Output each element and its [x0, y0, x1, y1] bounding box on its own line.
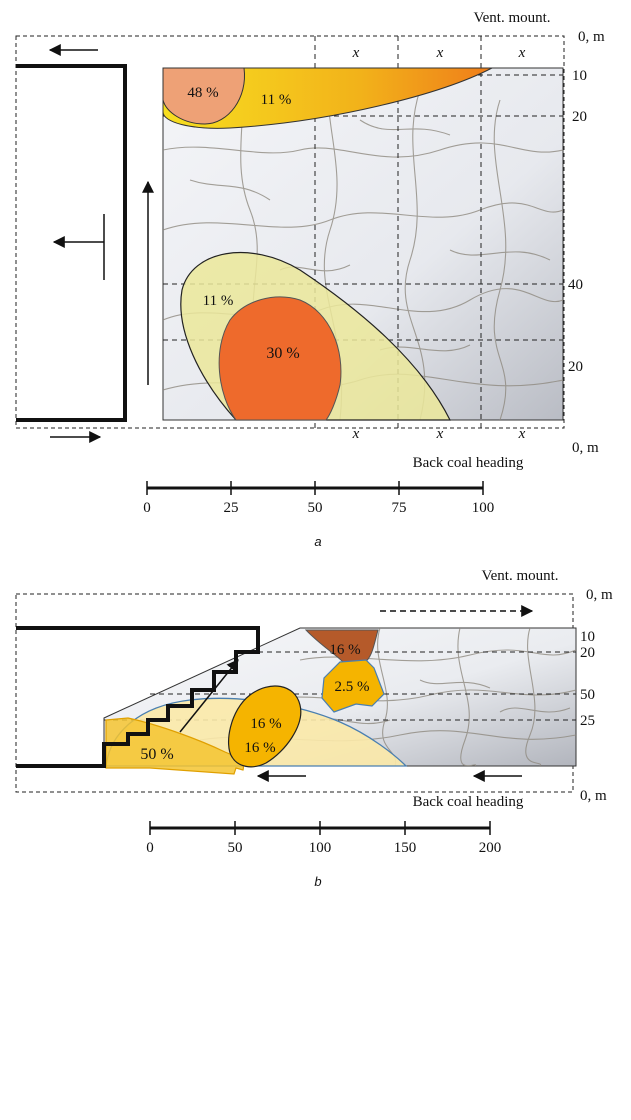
panel-b-grid: [104, 651, 576, 721]
panel-a-scale-75: 75: [392, 500, 407, 516]
panel-a-x-bot-3: x: [518, 426, 526, 442]
panel-a-working-outline: [16, 64, 127, 422]
panel-a-zone-30: [218, 296, 342, 421]
panel-a-zone-48: [162, 67, 246, 125]
panel-a-scale-100: 100: [472, 500, 495, 516]
panel-a-x-bot-1: x: [352, 426, 360, 442]
panel-b-tick-20: 20: [580, 645, 595, 661]
panel-b-zone-16-mid: [228, 685, 302, 768]
panel-b-arrow-diagonal: [179, 659, 239, 733]
panel-a-label-11-top: 11 %: [261, 92, 292, 108]
panel-b-working-outline: [16, 626, 260, 768]
panel-b-scale-bar: [149, 821, 491, 835]
panel-a-label-30: 30 %: [266, 345, 299, 362]
panel-a-x-top-1: x: [352, 45, 360, 61]
panel-a-vent-label: Vent. mount.: [473, 10, 550, 26]
panel-a-tick-20: 20: [572, 109, 587, 125]
panel-a-tick-20b: 20: [568, 359, 583, 375]
panel-a-tick-10: 10: [572, 68, 587, 84]
panel-b-tick-50: 50: [580, 687, 595, 703]
panel-a-zero-top: 0, m: [578, 29, 605, 45]
panel-b-label-16-top: 16 %: [329, 642, 360, 658]
panel-b-label-16-mid: 16 %: [250, 716, 281, 732]
panel-a-zero-bottom: 0, m: [572, 440, 599, 456]
panel-a-scale-25: 25: [224, 500, 239, 516]
panel-b-back-label: Back coal heading: [413, 794, 524, 810]
panel-b: Vent. mount. 0, m 16 % 2.5 %: [15, 568, 613, 889]
panel-b-zone-2-5: [321, 659, 385, 713]
panel-a-scale-bar: [146, 481, 484, 495]
panel-b-zero-bottom: 0, m: [580, 788, 607, 804]
panel-a-label-48: 48 %: [187, 85, 218, 101]
panel-b-caption: b: [314, 874, 321, 889]
panel-a-back-label: Back coal heading: [413, 455, 524, 471]
panel-b-label-50: 50 %: [140, 746, 173, 763]
panel-b-tick-10: 10: [580, 629, 595, 645]
panel-b-scale-150: 150: [394, 840, 417, 856]
panel-b-label-2-5: 2.5 %: [335, 679, 370, 695]
panel-b-tick-25: 25: [580, 713, 595, 729]
panel-b-scale-0: 0: [146, 840, 154, 856]
panel-b-scale-50: 50: [228, 840, 243, 856]
panel-b-dashed-frame: [15, 593, 574, 793]
panel-a-caption: a: [314, 534, 321, 549]
panel-a-label-11-lower: 11 %: [203, 293, 234, 309]
panel-b-label-16-large: 16 %: [244, 740, 275, 756]
panel-a-dashed-frame: [15, 35, 565, 429]
panel-b-scale-200: 200: [479, 840, 502, 856]
panel-a-zone-11-top: [162, 67, 493, 129]
panel-a-x-bot-2: x: [436, 426, 444, 442]
panel-a-tick-40: 40: [568, 277, 583, 293]
panel-a-scale-50: 50: [308, 500, 323, 516]
panel-b-vent-label: Vent. mount.: [481, 568, 558, 584]
panel-a-x-top-2: x: [436, 45, 444, 61]
panel-b-scale-100: 100: [309, 840, 332, 856]
panel-a: Vent. mount. 0, m: [15, 10, 605, 549]
panel-b-zero-top: 0, m: [586, 587, 613, 603]
panel-a-x-top-3: x: [518, 45, 526, 61]
panel-a-scale-0: 0: [143, 500, 151, 516]
